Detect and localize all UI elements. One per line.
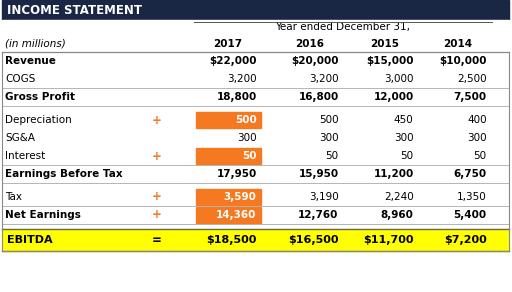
Text: INCOME STATEMENT: INCOME STATEMENT xyxy=(7,4,142,17)
Bar xyxy=(2,206,509,224)
Text: EBITDA: EBITDA xyxy=(7,235,53,245)
Text: +: + xyxy=(152,208,162,222)
Bar xyxy=(196,207,261,223)
Text: 6,750: 6,750 xyxy=(454,169,486,179)
Bar xyxy=(2,229,509,251)
Text: Earnings Before Tax: Earnings Before Tax xyxy=(5,169,123,179)
Text: 2,500: 2,500 xyxy=(457,74,486,84)
Text: 8,960: 8,960 xyxy=(381,210,414,220)
Text: 3,200: 3,200 xyxy=(227,74,257,84)
Text: COGS: COGS xyxy=(5,74,35,84)
Text: 450: 450 xyxy=(394,115,414,125)
Text: 12,000: 12,000 xyxy=(373,92,414,102)
Text: 18,800: 18,800 xyxy=(217,92,257,102)
Text: 50: 50 xyxy=(400,151,414,161)
Bar xyxy=(2,52,509,70)
Text: 300: 300 xyxy=(467,133,486,143)
Bar xyxy=(2,20,509,36)
Text: Revenue: Revenue xyxy=(5,56,56,66)
Text: 14,360: 14,360 xyxy=(216,210,257,220)
Text: 1,350: 1,350 xyxy=(457,192,486,202)
Text: Gross Profit: Gross Profit xyxy=(5,92,75,102)
Text: 17,950: 17,950 xyxy=(217,169,257,179)
Text: +: + xyxy=(152,150,162,163)
Bar xyxy=(2,70,509,88)
Text: $18,500: $18,500 xyxy=(206,235,257,245)
Text: $20,000: $20,000 xyxy=(291,56,338,66)
Text: Depreciation: Depreciation xyxy=(5,115,72,125)
Text: 7,500: 7,500 xyxy=(454,92,486,102)
Text: Year ended December 31,: Year ended December 31, xyxy=(275,22,411,32)
Text: 50: 50 xyxy=(474,151,486,161)
Text: $16,500: $16,500 xyxy=(288,235,338,245)
Bar xyxy=(2,129,509,147)
Text: 300: 300 xyxy=(319,133,338,143)
Text: 2014: 2014 xyxy=(443,39,473,49)
Text: SG&A: SG&A xyxy=(5,133,35,143)
Text: 500: 500 xyxy=(235,115,257,125)
Text: 15,950: 15,950 xyxy=(298,169,338,179)
Bar xyxy=(2,88,509,106)
Text: Net Earnings: Net Earnings xyxy=(5,210,81,220)
Text: 400: 400 xyxy=(467,115,486,125)
Text: 3,190: 3,190 xyxy=(309,192,338,202)
Bar xyxy=(2,111,509,129)
Bar xyxy=(196,189,261,205)
Text: 50: 50 xyxy=(242,151,257,161)
Text: 2016: 2016 xyxy=(295,39,325,49)
Text: 11,200: 11,200 xyxy=(373,169,414,179)
Text: 3,200: 3,200 xyxy=(309,74,338,84)
Text: 12,760: 12,760 xyxy=(298,210,338,220)
Text: 2017: 2017 xyxy=(214,39,243,49)
Text: 3,000: 3,000 xyxy=(384,74,414,84)
Text: $15,000: $15,000 xyxy=(366,56,414,66)
Text: 2,240: 2,240 xyxy=(384,192,414,202)
Bar xyxy=(2,52,509,251)
Text: 50: 50 xyxy=(326,151,338,161)
Text: $11,700: $11,700 xyxy=(363,235,414,245)
Text: 2015: 2015 xyxy=(371,39,399,49)
Text: 3,590: 3,590 xyxy=(224,192,257,202)
Text: $22,000: $22,000 xyxy=(209,56,257,66)
Text: (in millions): (in millions) xyxy=(5,39,66,49)
Text: $7,200: $7,200 xyxy=(444,235,486,245)
Text: Tax: Tax xyxy=(5,192,22,202)
Text: =: = xyxy=(152,234,162,246)
Text: 5,400: 5,400 xyxy=(454,210,486,220)
Text: 16,800: 16,800 xyxy=(298,92,338,102)
Text: 300: 300 xyxy=(237,133,257,143)
Text: 500: 500 xyxy=(319,115,338,125)
Text: Interest: Interest xyxy=(5,151,45,161)
Bar xyxy=(2,36,509,52)
Bar xyxy=(196,148,261,164)
Bar xyxy=(196,112,261,128)
Bar xyxy=(2,165,509,183)
Bar xyxy=(2,0,509,20)
Text: 300: 300 xyxy=(394,133,414,143)
Bar xyxy=(2,188,509,206)
Text: +: + xyxy=(152,190,162,204)
Bar xyxy=(2,147,509,165)
Text: +: + xyxy=(152,114,162,126)
Text: $10,000: $10,000 xyxy=(439,56,486,66)
